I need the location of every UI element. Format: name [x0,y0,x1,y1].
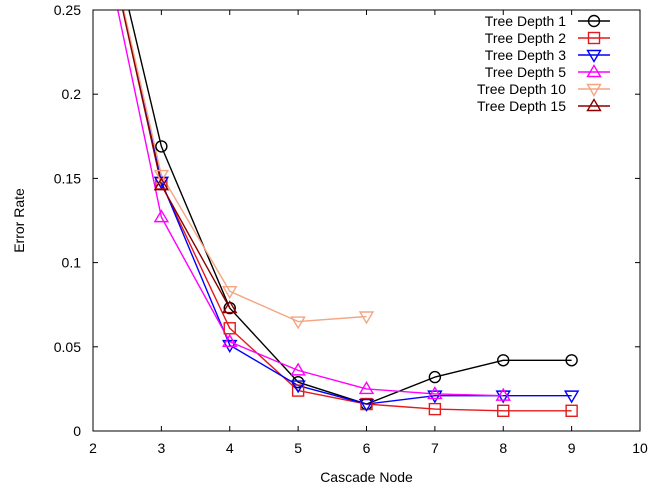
x-tick-label: 7 [431,440,439,456]
data-point [290,362,306,376]
data-point [428,402,442,416]
data-point [153,177,170,191]
data-point [427,386,443,400]
legend-label: Tree Depth 10 [477,81,566,97]
data-point [497,354,510,367]
legend-label: Tree Depth 1 [485,13,566,29]
x-tick-label: 8 [499,440,507,456]
data-point [565,404,578,417]
data-point [565,354,578,367]
y-tick-label: 0.05 [54,339,81,355]
y-tick-label: 0.2 [62,86,82,102]
legend-marker [587,31,601,45]
legend-marker [586,49,602,63]
data-point [291,384,305,397]
legend-marker [586,64,602,78]
series-line-6 [122,10,231,309]
y-tick-label: 0 [73,423,81,439]
data-point [155,140,168,153]
y-tick-label: 0.15 [54,170,81,186]
x-axis-title: Cascade Node [320,469,413,485]
x-tick-label: 4 [226,440,234,456]
data-point [358,381,375,395]
marker-layer [153,140,580,417]
legend-label: Tree Depth 2 [485,30,566,46]
y-tick-label: 0.1 [62,255,82,271]
data-point [563,390,580,404]
data-point [222,333,238,347]
legend-marker [587,14,601,28]
data-point [495,387,511,401]
series-line-1 [128,10,572,405]
y-axis-title: Error Rate [11,188,27,253]
x-tick-label: 9 [568,440,576,456]
data-point [223,322,236,335]
data-point [290,380,306,394]
series-line-5 [123,10,367,323]
data-point [222,286,238,300]
legend-marker [586,83,602,97]
x-tick-label: 6 [363,440,371,456]
y-tick-label: 0.25 [54,2,81,18]
data-point [427,390,443,404]
x-tick-label: 2 [89,440,97,456]
series-line-4 [117,10,504,397]
x-tick-label: 10 [632,440,648,456]
data-point [428,370,442,384]
data-point [358,311,375,325]
data-point [153,209,170,223]
legend-label: Tree Depth 3 [485,47,566,63]
data-point [497,404,510,417]
data-point [153,169,170,183]
x-tick-label: 5 [294,440,302,456]
data-point [495,390,511,404]
legend-label: Tree Depth 15 [477,98,566,114]
data-point [358,398,375,412]
data-point [222,300,238,314]
series-layer [117,10,572,412]
legend-label: Tree Depth 5 [485,64,566,80]
x-tick-label: 3 [157,440,165,456]
data-point [290,316,306,330]
tick-layer: 2 3 4 5 6 7 8 9 10 0 0.05 0.1 0.15 0.2 0.25 [54,2,648,456]
legend-marker [586,98,602,112]
